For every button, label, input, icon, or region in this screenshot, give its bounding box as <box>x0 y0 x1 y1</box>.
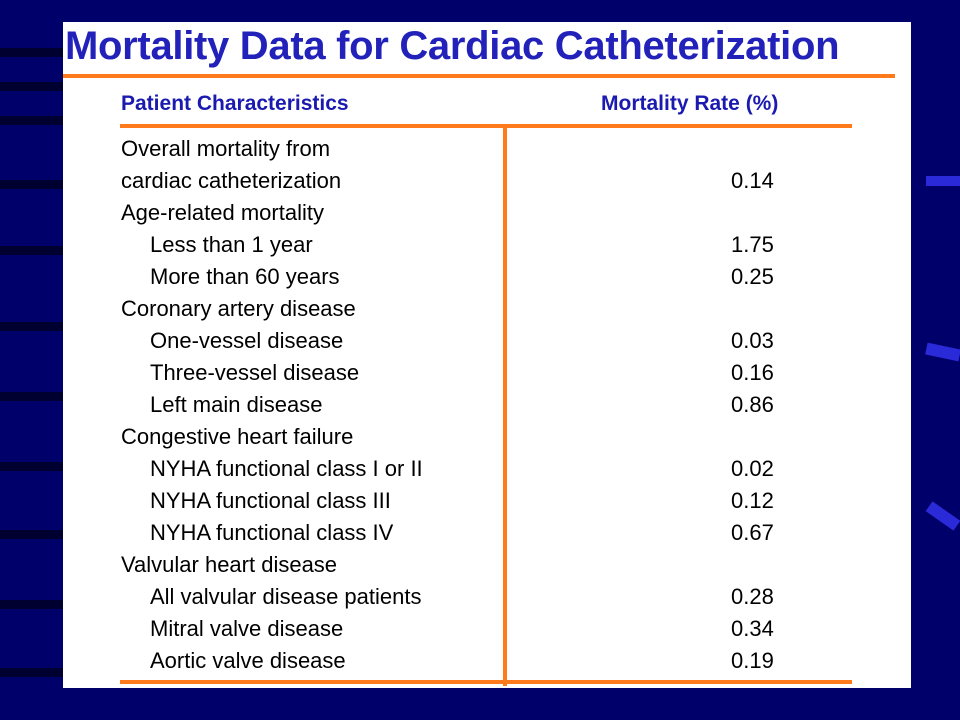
column-header-characteristics: Patient Characteristics <box>121 92 349 115</box>
row-label: Three-vessel disease <box>150 360 360 385</box>
row-mortality-rate: 0.12 <box>731 488 774 513</box>
background-stripe <box>0 600 64 609</box>
row-mortality-rate: 0.19 <box>731 648 774 673</box>
background-dash <box>926 176 960 186</box>
table-row: Coronary artery disease <box>121 293 861 325</box>
table-row: Age-related mortality <box>121 197 861 229</box>
row-label: Overall mortality from <box>121 136 331 161</box>
table-row: cardiac catheterization 0.14 <box>121 165 861 197</box>
row-mortality-rate: 0.25 <box>731 264 774 289</box>
background-stripe <box>0 116 64 125</box>
slide-title: Mortality Data for Cardiac Catheterizati… <box>65 24 840 68</box>
row-mortality-rate: 0.28 <box>731 584 774 609</box>
slide-content: Mortality Data for Cardiac Catheterizati… <box>63 22 911 688</box>
background-stripe <box>0 462 64 471</box>
mortality-table-body: Overall mortality from cardiac catheteriz… <box>121 133 861 677</box>
background-stripe <box>0 530 64 539</box>
row-label: More than 60 years <box>150 264 340 289</box>
row-mortality-rate: 0.02 <box>731 456 774 481</box>
row-mortality-rate: 0.34 <box>731 616 774 641</box>
table-row: NYHA functional class I or II 0.02 <box>121 453 861 485</box>
row-label: Age-related mortality <box>121 200 324 225</box>
row-label: Mitral valve disease <box>150 616 344 641</box>
background-stripe <box>0 322 64 331</box>
row-label: Aortic valve disease <box>150 648 346 673</box>
background-stripe <box>0 392 64 401</box>
table-row: NYHA functional class IV 0.67 <box>121 517 861 549</box>
row-label: NYHA functional class III <box>150 488 391 513</box>
row-mortality-rate: 0.16 <box>731 360 774 385</box>
row-label: All valvular disease patients <box>150 584 422 609</box>
table-row: Overall mortality from <box>121 133 861 165</box>
table-row: Left main disease 0.86 <box>121 389 861 421</box>
background-dash <box>925 342 960 362</box>
background-dash <box>925 501 960 531</box>
row-mortality-rate: 0.03 <box>731 328 774 353</box>
table-bottom-rule <box>120 680 852 684</box>
background-stripe <box>0 246 64 255</box>
background-stripe <box>0 48 64 57</box>
row-label: cardiac catheterization <box>121 168 342 193</box>
row-label: NYHA functional class I or II <box>150 456 423 481</box>
table-row: All valvular disease patients 0.28 <box>121 581 861 613</box>
row-label: Congestive heart failure <box>121 424 354 449</box>
table-row: NYHA functional class III 0.12 <box>121 485 861 517</box>
background-stripe <box>0 82 64 91</box>
column-divider <box>503 124 507 686</box>
row-label: NYHA functional class IV <box>150 520 394 545</box>
row-mortality-rate: 0.67 <box>731 520 774 545</box>
table-row: Congestive heart failure <box>121 421 861 453</box>
row-mortality-rate: 1.75 <box>731 232 774 257</box>
row-mortality-rate: 0.86 <box>731 392 774 417</box>
column-header-mortality-rate: Mortality Rate (%) <box>601 92 779 115</box>
table-row: One-vessel disease 0.03 <box>121 325 861 357</box>
row-label: Coronary artery disease <box>121 296 356 321</box>
table-row: Less than 1 year 1.75 <box>121 229 861 261</box>
table-row: Aortic valve disease 0.19 <box>121 645 861 677</box>
table-row: Three-vessel disease 0.16 <box>121 357 861 389</box>
row-label: Left main disease <box>150 392 323 417</box>
background-stripe <box>0 180 64 189</box>
row-label: Valvular heart disease <box>121 552 338 577</box>
table-row: Valvular heart disease <box>121 549 861 581</box>
table-row: More than 60 years 0.25 <box>121 261 861 293</box>
header-divider <box>120 124 852 128</box>
title-underline <box>63 74 895 78</box>
row-mortality-rate: 0.14 <box>731 168 774 193</box>
table-row: Mitral valve disease 0.34 <box>121 613 861 645</box>
row-label: Less than 1 year <box>150 232 313 257</box>
row-label: One-vessel disease <box>150 328 344 353</box>
background-stripe <box>0 668 64 677</box>
